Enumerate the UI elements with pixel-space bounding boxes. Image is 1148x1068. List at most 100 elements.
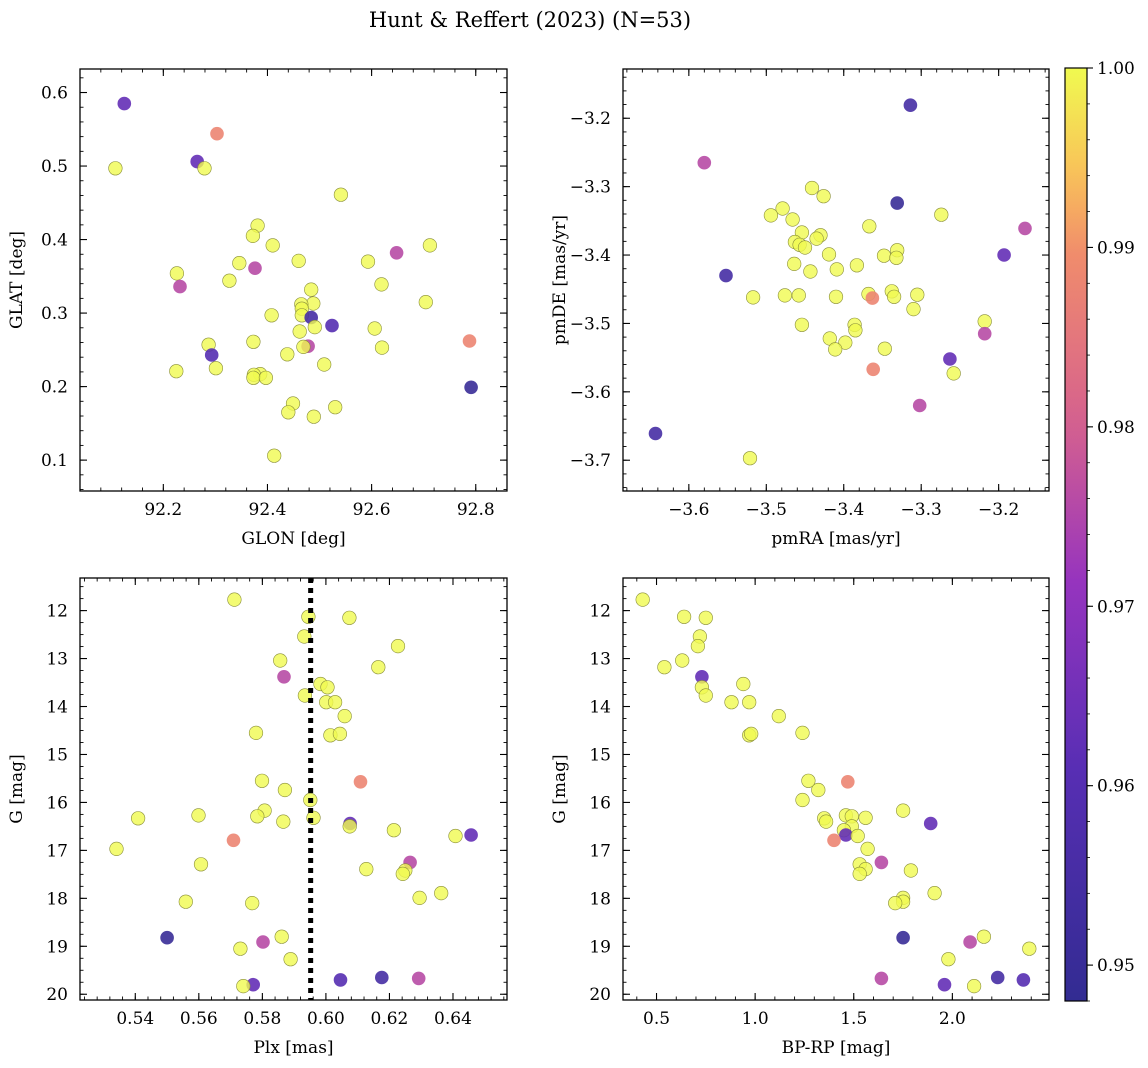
data-point: [801, 773, 816, 788]
y-tick-label: 0.2: [41, 378, 68, 398]
data-point: [332, 726, 348, 742]
data-point: [763, 208, 779, 223]
data-point: [265, 238, 280, 253]
data-point: [359, 861, 374, 877]
data-point: [232, 256, 247, 271]
data-point: [245, 895, 260, 911]
y-tick-label: 16: [589, 793, 611, 813]
y-tick-label: 12: [46, 602, 68, 622]
data-point: [160, 930, 174, 945]
y-tick-label: −3.5: [570, 314, 611, 334]
data-point: [876, 248, 892, 263]
data-point: [227, 592, 242, 607]
data-point: [937, 977, 952, 992]
data-point: [977, 326, 992, 341]
y-tick-label: 17: [46, 841, 68, 861]
data-point: [317, 357, 332, 372]
x-tick-label: 1.5: [840, 1009, 867, 1029]
colorbar-tick-label: 0.97: [1097, 597, 1135, 617]
data-point: [797, 240, 813, 255]
data-point: [816, 189, 831, 204]
data-point: [325, 318, 339, 333]
data-point: [839, 828, 853, 842]
data-point: [246, 370, 261, 385]
data-point: [342, 610, 357, 625]
data-point: [865, 291, 880, 305]
axes-frame: [622, 68, 1050, 492]
x-tick-label: 0.62: [371, 1009, 409, 1029]
y-tick-label: 0.4: [41, 231, 68, 251]
data-point: [245, 228, 260, 243]
data-point: [191, 808, 206, 823]
y-tick-label: 15: [589, 745, 611, 765]
figure-title: Hunt & Reffert (2023) (N=53): [369, 8, 691, 32]
data-point: [890, 196, 904, 210]
data-point: [941, 952, 956, 967]
data-point: [277, 670, 291, 684]
data-point: [997, 248, 1011, 262]
data-point: [821, 247, 837, 262]
data-point: [280, 347, 295, 362]
data-point: [333, 973, 348, 987]
data-point: [977, 314, 992, 329]
scatter-points: [648, 98, 1032, 466]
data-point: [360, 254, 376, 269]
data-point: [412, 890, 427, 906]
y-tick-label: −3.6: [570, 383, 611, 403]
data-point: [236, 978, 251, 994]
y-tick-label: 19: [46, 937, 68, 957]
data-point: [903, 98, 918, 112]
data-point: [934, 207, 949, 222]
data-point: [943, 352, 957, 366]
y-tick-label: 20: [46, 985, 68, 1005]
colorbar-tick-label: 0.96: [1097, 777, 1135, 797]
x-axis-label: BP-RP [mag]: [782, 1038, 891, 1058]
data-point: [744, 726, 759, 742]
data-point: [888, 895, 903, 911]
data-point: [246, 334, 261, 349]
data-point: [927, 885, 942, 901]
data-point: [811, 782, 826, 798]
data-point: [109, 841, 124, 857]
data-point: [208, 361, 223, 376]
data-point: [777, 288, 793, 303]
axis-ticks: 0.54 0.56 0.58 0.60 0.62 0.64 12 13 14 15 16 17 18 19…: [46, 578, 507, 1029]
data-point: [342, 819, 357, 834]
data-point: [248, 261, 262, 276]
data-point: [966, 978, 982, 994]
colorbar-gradient: [1064, 67, 1088, 1002]
data-point: [233, 941, 248, 956]
data-point: [912, 398, 927, 413]
data-point: [254, 773, 270, 788]
x-tick-label: 2.0: [939, 1009, 966, 1029]
colorbar-tick-label: 0.95: [1097, 956, 1135, 976]
data-point: [258, 370, 274, 385]
data-point: [117, 96, 132, 111]
axes-frame: [79, 68, 508, 492]
data-point: [795, 725, 810, 741]
data-point: [719, 268, 733, 283]
data-point: [462, 334, 477, 348]
data-point: [353, 775, 368, 789]
data-point: [829, 262, 844, 277]
data-point: [296, 339, 311, 355]
colorbar-ticks: 0.95 0.96 0.97 0.98 0.99 1.00: [1087, 59, 1135, 1002]
data-point: [395, 866, 410, 882]
data-point: [862, 219, 877, 234]
data-point: [108, 161, 123, 176]
data-point: [742, 695, 757, 710]
data-point: [698, 688, 713, 703]
data-point: [337, 708, 352, 724]
data-point: [448, 828, 463, 844]
data-point: [860, 841, 875, 857]
y-tick-label: −3.3: [570, 178, 611, 198]
y-tick-label: 20: [589, 985, 611, 1005]
data-point: [418, 295, 433, 310]
data-point: [464, 828, 478, 842]
data-point: [422, 238, 438, 253]
data-point: [742, 451, 758, 466]
data-point: [226, 833, 241, 848]
data-point: [906, 302, 921, 317]
axis-ticks: −3.6 −3.5 −3.4 −3.3 −3.2 −3.7 −3.6 −3.5 −3.4 −3.3…: [570, 69, 1049, 520]
y-tick-label: 18: [589, 889, 611, 909]
